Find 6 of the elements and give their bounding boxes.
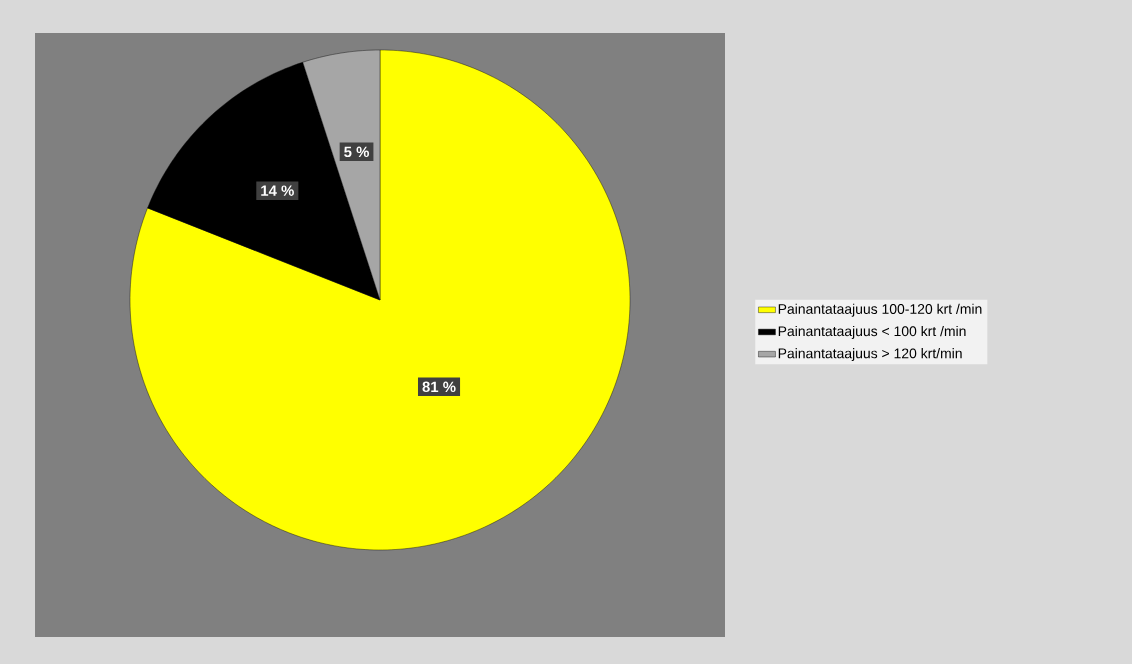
legend-label: Painantataajuus > 120 krt/min [778,348,962,362]
data-label: 14 % [261,185,294,196]
data-label: 5 % [344,146,369,158]
legend-label: Painantataajuus 100-120 krt /min [778,303,982,317]
data-label: 81 % [422,381,456,393]
legend-label: Painantataajuus < 100 krt /min [778,325,966,339]
